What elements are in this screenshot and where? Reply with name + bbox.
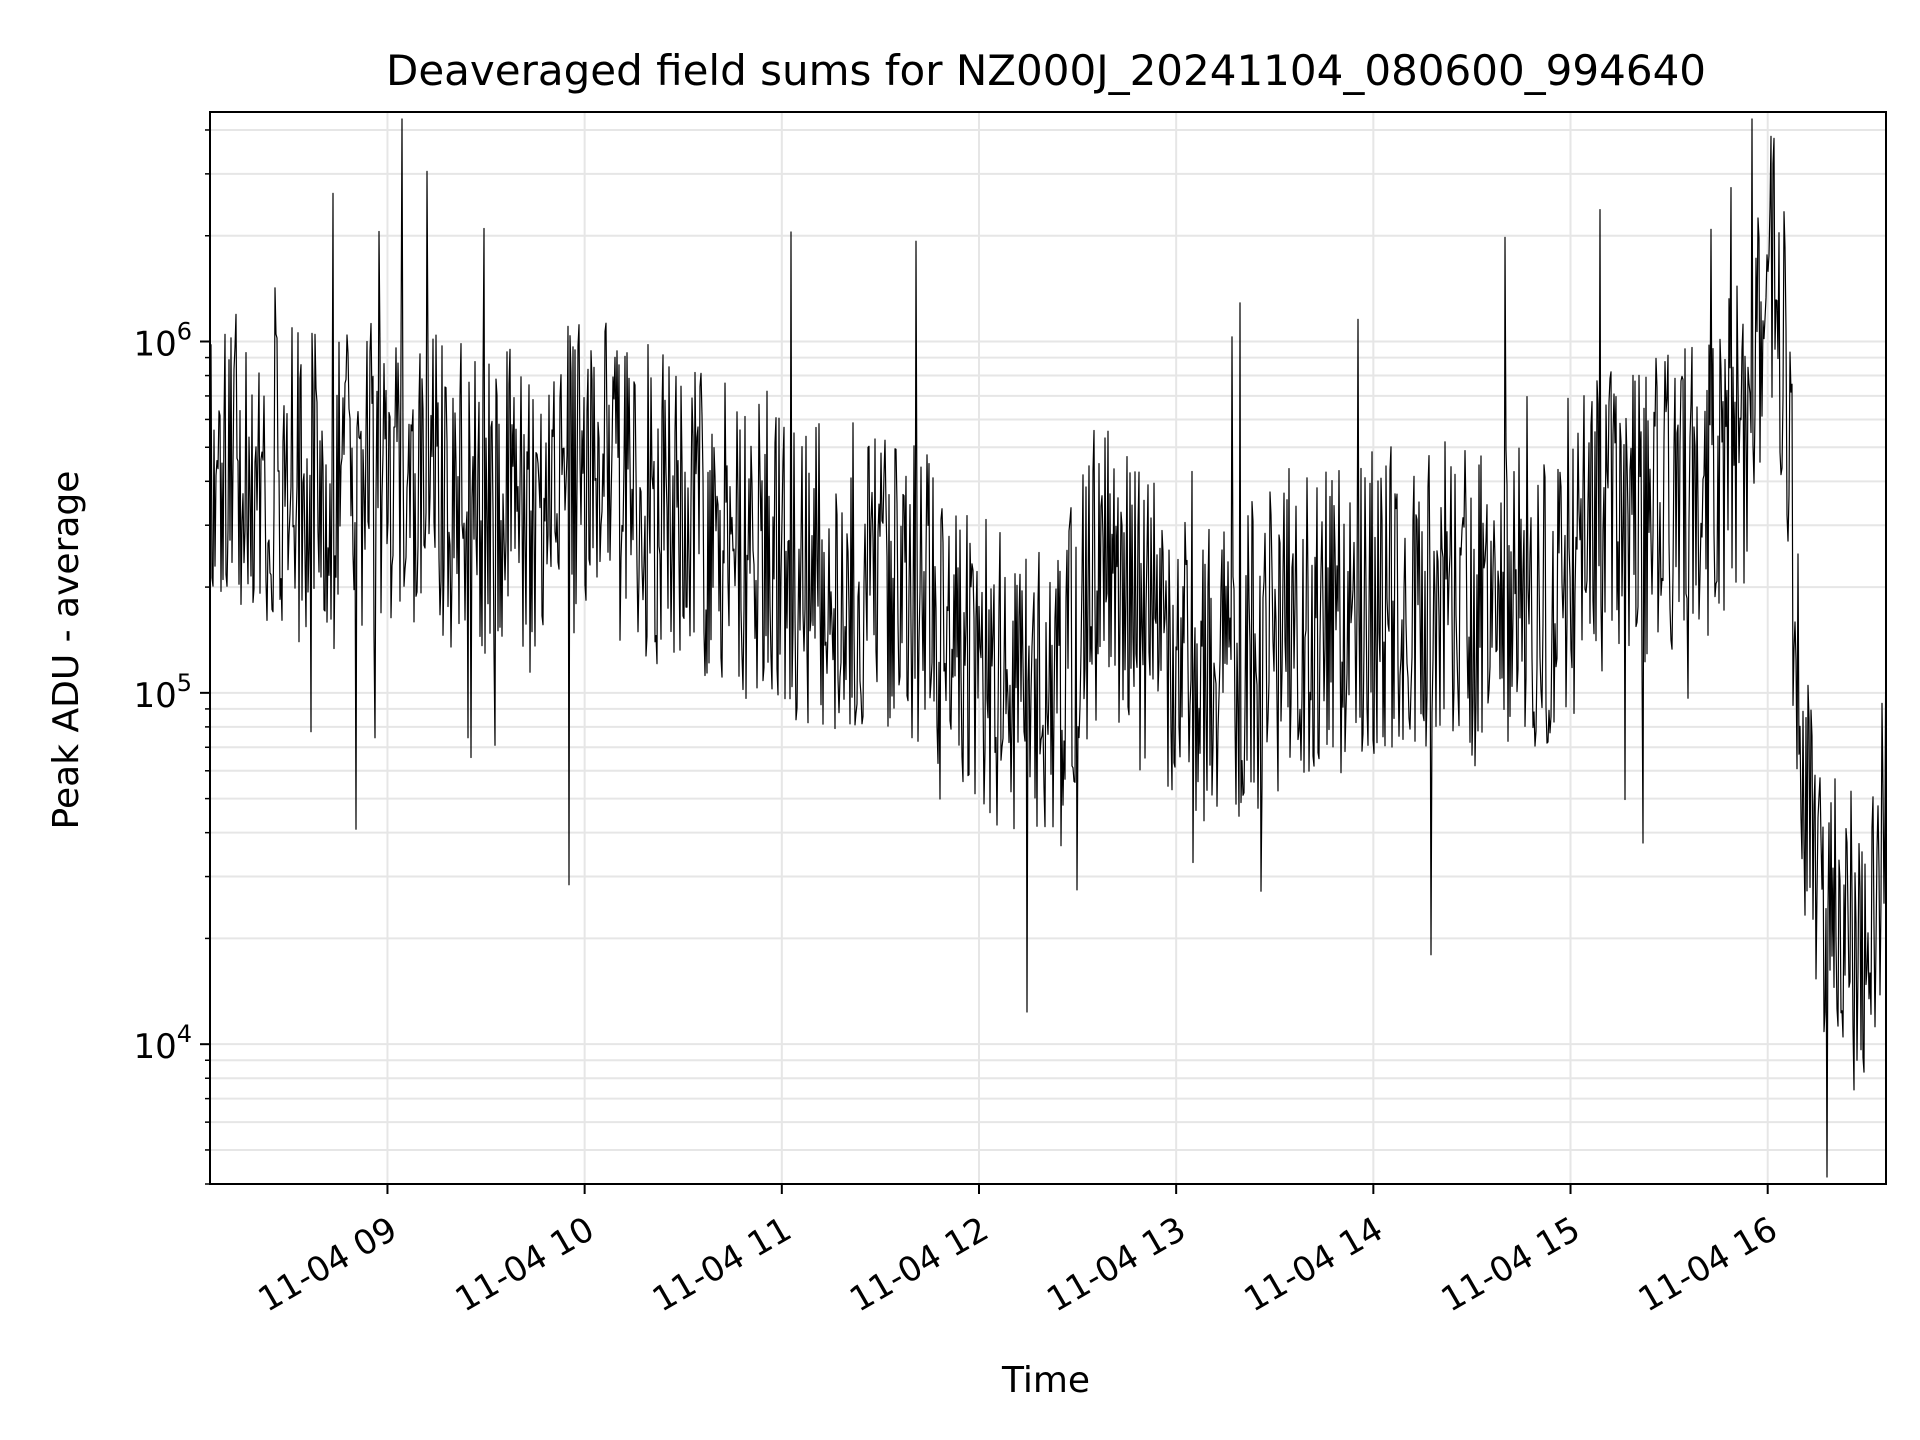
y-tick-base: 10 [133,325,176,365]
y-tick-label: 106 [133,318,192,365]
y-axis-label: Peak ADU - average [46,471,87,830]
y-tick-label: 104 [133,1020,192,1067]
chart-title: Deaveraged field sums for NZ000J_2024110… [386,46,1706,95]
y-tick-exponent: 6 [177,318,192,346]
y-tick-base: 10 [133,1027,176,1067]
axis-ticks [200,129,1769,1194]
data-line [209,118,1887,1178]
y-tick-exponent: 4 [177,1020,192,1048]
y-tick-exponent: 5 [177,669,192,697]
y-tick-label: 105 [133,669,192,716]
plot-frame [209,111,1887,1185]
x-axis-label: Time [1001,1360,1090,1401]
y-tick-base: 10 [133,676,176,716]
data-series [209,118,1887,1178]
